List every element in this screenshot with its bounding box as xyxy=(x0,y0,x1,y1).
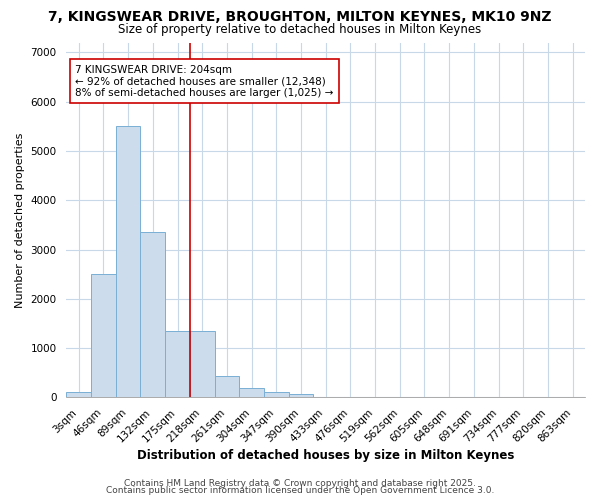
Text: Size of property relative to detached houses in Milton Keynes: Size of property relative to detached ho… xyxy=(118,22,482,36)
Bar xyxy=(67,392,91,398)
Text: 7, KINGSWEAR DRIVE, BROUGHTON, MILTON KEYNES, MK10 9NZ: 7, KINGSWEAR DRIVE, BROUGHTON, MILTON KE… xyxy=(48,10,552,24)
Bar xyxy=(140,232,165,398)
Bar xyxy=(91,274,116,398)
Bar xyxy=(190,331,215,398)
Bar xyxy=(239,388,264,398)
Bar xyxy=(264,392,289,398)
Bar xyxy=(116,126,140,398)
Bar xyxy=(215,376,239,398)
Y-axis label: Number of detached properties: Number of detached properties xyxy=(15,132,25,308)
Bar xyxy=(289,394,313,398)
X-axis label: Distribution of detached houses by size in Milton Keynes: Distribution of detached houses by size … xyxy=(137,450,514,462)
Bar xyxy=(165,331,190,398)
Text: Contains HM Land Registry data © Crown copyright and database right 2025.: Contains HM Land Registry data © Crown c… xyxy=(124,478,476,488)
Text: 7 KINGSWEAR DRIVE: 204sqm
← 92% of detached houses are smaller (12,348)
8% of se: 7 KINGSWEAR DRIVE: 204sqm ← 92% of detac… xyxy=(75,64,334,98)
Text: Contains public sector information licensed under the Open Government Licence 3.: Contains public sector information licen… xyxy=(106,486,494,495)
